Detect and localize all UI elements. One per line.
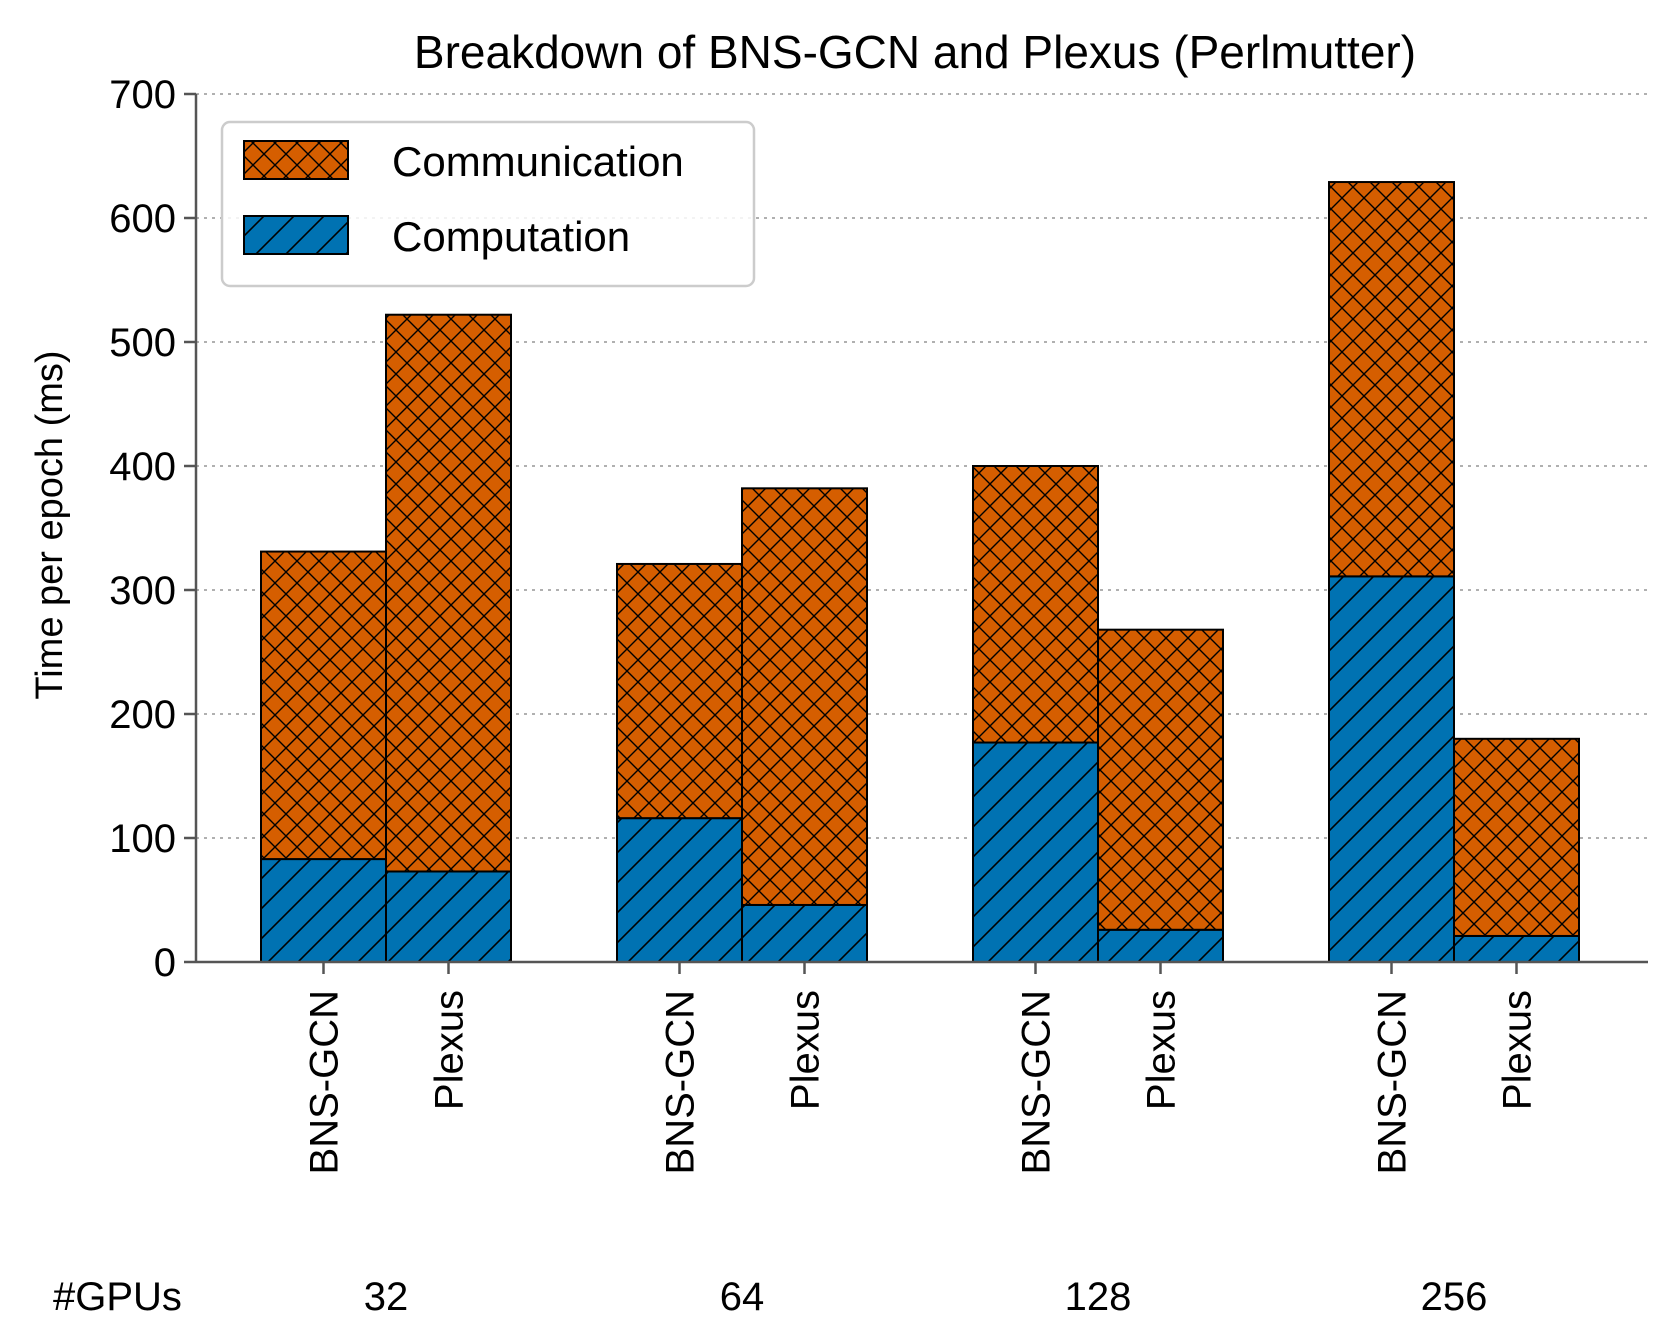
legend-label-computation: Computation [392, 213, 630, 260]
x-tick-label: BNS-GCN [1371, 990, 1415, 1174]
y-axis-label: Time per epoch (ms) [29, 350, 71, 699]
x-tick-label: BNS-GCN [303, 990, 347, 1174]
bar-communication-128-plexus-hatch [1097, 628, 1224, 931]
chart-title: Breakdown of BNS-GCN and Plexus (Perlmut… [414, 26, 1416, 78]
y-tick-label: 700 [109, 73, 176, 117]
bar-computation-128-bns-gcn-hatch [972, 741, 1099, 964]
gpu-count-label: 32 [364, 1275, 409, 1319]
bar-communication-32-bns-gcn-hatch [260, 550, 387, 861]
gpu-count-label: 64 [720, 1275, 765, 1319]
y-tick-label: 200 [109, 693, 176, 737]
bar-communication-64-bns-gcn-hatch [616, 562, 743, 820]
gpus-axis-label: #GPUs [53, 1275, 182, 1319]
legend-swatch-communication-hatch [243, 140, 349, 180]
legend-label-communication: Communication [392, 138, 684, 185]
y-tick-label: 0 [154, 941, 176, 985]
bar-communication-64-plexus-hatch [741, 487, 868, 906]
gpu-group-labels: 32 64 128 256 [364, 1275, 1488, 1319]
x-tick-label: Plexus [1140, 990, 1184, 1110]
x-tick-label: Plexus [784, 990, 828, 1110]
bar-computation-64-bns-gcn-hatch [616, 817, 743, 963]
bar-communication-128-bns-gcn-hatch [972, 465, 1099, 744]
x-tick-label: BNS-GCN [659, 990, 703, 1174]
bar-computation-256-bns-gcn-hatch [1328, 575, 1455, 963]
bar-computation-128-plexus-hatch [1097, 928, 1224, 964]
y-tick-label: 100 [109, 817, 176, 861]
bars [260, 181, 1580, 964]
bar-computation-32-plexus-hatch [385, 870, 512, 963]
legend-box [220, 120, 756, 288]
y-tick-label: 600 [109, 197, 176, 241]
bar-communication-256-bns-gcn-hatch [1328, 181, 1455, 578]
y-tick-label: 400 [109, 445, 176, 489]
legend-swatch-computation-hatch [243, 215, 349, 255]
axes [194, 94, 1648, 964]
bar-computation-256-plexus-hatch [1453, 934, 1580, 964]
bar-computation-64-plexus-hatch [741, 903, 868, 964]
x-tick-label: Plexus [1496, 990, 1540, 1110]
bar-communication-256-plexus-hatch [1453, 737, 1580, 937]
bar-communication-32-plexus-hatch [385, 313, 512, 873]
y-tick-label: 300 [109, 569, 176, 613]
x-tick-label: BNS-GCN [1015, 990, 1059, 1174]
legend: Communication Computation [220, 120, 756, 288]
gpu-count-label: 256 [1421, 1275, 1488, 1319]
gpu-count-label: 128 [1065, 1275, 1132, 1319]
bar-computation-32-bns-gcn-hatch [260, 858, 387, 964]
x-ticks: BNS-GCN Plexus BNS-GCN Plexus BNS-GCN Plexus B… [303, 962, 1540, 1174]
y-tick-label: 500 [109, 321, 176, 365]
y-ticks: 0 100 200 300 400 500 600 700 [109, 73, 196, 985]
x-tick-label: Plexus [428, 990, 472, 1110]
